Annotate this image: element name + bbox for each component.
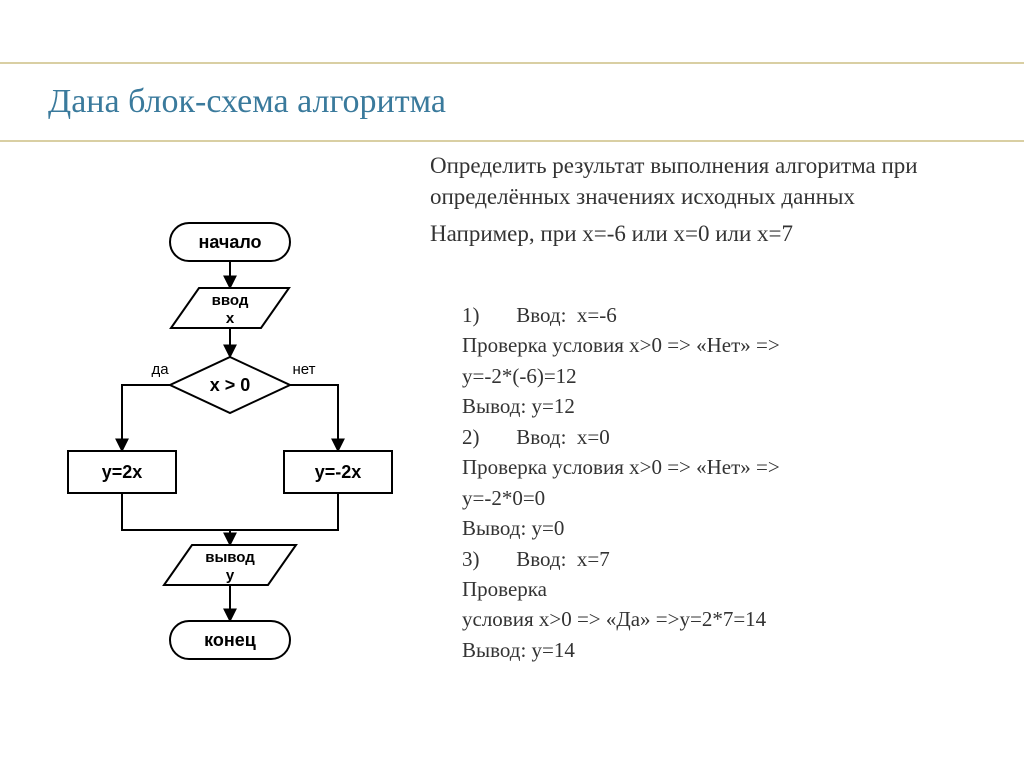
solution-steps: 1) Ввод: x=-6Проверка условия x>0 => «Не…: [462, 300, 982, 665]
edge: [290, 385, 338, 451]
edge: [122, 385, 170, 451]
step-line: 3) Ввод: x=7: [462, 544, 982, 574]
step-line: y=-2*0=0: [462, 483, 982, 513]
node-decision: x > 0: [170, 357, 290, 413]
node-no_box: y=-2x: [284, 451, 392, 493]
step-line: Проверка условия x>0 => «Нет» =>: [462, 330, 982, 360]
svg-text:y=2x: y=2x: [102, 462, 143, 482]
node-yes_box: y=2x: [68, 451, 176, 493]
svg-text:y: y: [226, 567, 235, 584]
flowchart: начало вводx x > 0 y=2x y=-2x выводy конец да не…: [50, 220, 410, 700]
title-band: Дана блок-схема алгоритма: [0, 62, 1024, 142]
page-title: Дана блок-схема алгоритма: [48, 83, 446, 121]
svg-text:начало: начало: [198, 232, 261, 252]
node-output: выводy: [164, 545, 296, 585]
edge: [230, 493, 338, 545]
svg-text:ввод: ввод: [212, 292, 249, 309]
branch-label: да: [151, 361, 169, 378]
step-line: Вывод: y=0: [462, 513, 982, 543]
flowchart-svg: начало вводx x > 0 y=2x y=-2x выводy конец да не…: [50, 220, 410, 680]
step-line: 2) Ввод: x=0: [462, 422, 982, 452]
svg-text:y=-2x: y=-2x: [315, 462, 362, 482]
intro-text: Определить результат выполнения алгоритм…: [430, 150, 990, 249]
step-line: Вывод: y=14: [462, 635, 982, 665]
step-line: Проверка условия x>0 => «Нет» =>: [462, 452, 982, 482]
step-line: 1) Ввод: x=-6: [462, 300, 982, 330]
node-start: начало: [170, 223, 290, 261]
slide: Дана блок-схема алгоритма Определить рез…: [0, 0, 1024, 767]
intro-line-2: Например, при x=-6 или x=0 или x=7: [430, 218, 990, 249]
edge: [122, 493, 230, 545]
branch-label: нет: [293, 361, 316, 378]
node-input: вводx: [171, 288, 289, 328]
node-end: конец: [170, 621, 290, 659]
step-line: Проверка: [462, 574, 982, 604]
step-line: Вывод: y=12: [462, 391, 982, 421]
svg-text:x: x: [226, 310, 235, 327]
step-line: y=-2*(-6)=12: [462, 361, 982, 391]
step-line: условия x>0 => «Да» =>y=2*7=14: [462, 604, 982, 634]
svg-text:вывод: вывод: [205, 549, 255, 566]
svg-text:конец: конец: [204, 630, 256, 650]
svg-text:x > 0: x > 0: [210, 375, 251, 395]
intro-line-1: Определить результат выполнения алгоритм…: [430, 150, 990, 212]
